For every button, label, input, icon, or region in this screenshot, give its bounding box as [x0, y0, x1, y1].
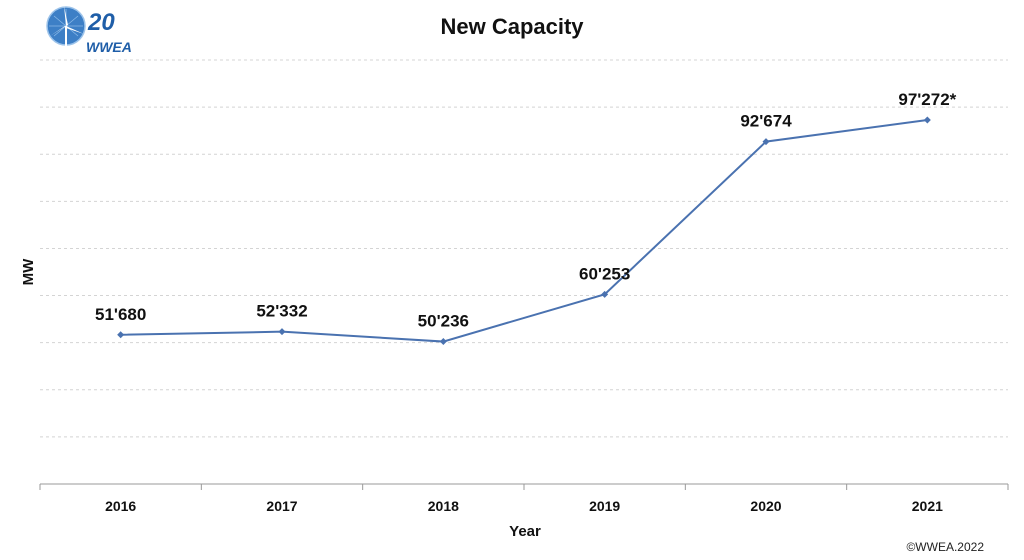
x-tick-label: 2021 [912, 498, 943, 514]
gridlines [40, 59, 1008, 438]
data-points [117, 116, 931, 346]
x-tick-label: 2016 [105, 498, 136, 514]
data-point [117, 331, 125, 339]
data-label: 60'253 [579, 264, 630, 283]
x-axis-label: Year [509, 523, 541, 540]
x-axis-labels: 2016 2017 2018 2019 2020 2021 [105, 498, 943, 514]
x-tick-label: 2018 [428, 498, 459, 514]
wind-turbine-icon: 20 WWEA [46, 6, 132, 55]
data-label: 92'674 [740, 112, 792, 131]
x-tick-label: 2020 [750, 498, 781, 514]
data-label: 97'272* [898, 90, 956, 109]
data-point [762, 138, 770, 146]
data-label: 50'236 [418, 312, 469, 331]
logo-text: WWEA [86, 39, 132, 55]
y-axis-label: MW [20, 258, 37, 285]
series-line [120, 118, 928, 343]
copyright-text: ©WWEA.2022 [906, 540, 984, 554]
logo-number: 20 [87, 9, 115, 36]
data-point [278, 328, 286, 336]
data-point [923, 116, 931, 124]
chart-title: New Capacity [440, 14, 584, 39]
data-point [601, 290, 609, 298]
x-axis-ticks [39, 484, 1009, 490]
wwea-logo: 20 WWEA [44, 4, 144, 58]
x-tick-label: 2017 [266, 498, 297, 514]
x-tick-label: 2019 [589, 498, 620, 514]
data-point [439, 338, 447, 346]
data-labels: 51'680 52'332 50'236 60'253 92'674 97'272* [95, 90, 957, 331]
data-label: 51'680 [95, 305, 146, 324]
data-label: 52'332 [256, 302, 307, 321]
